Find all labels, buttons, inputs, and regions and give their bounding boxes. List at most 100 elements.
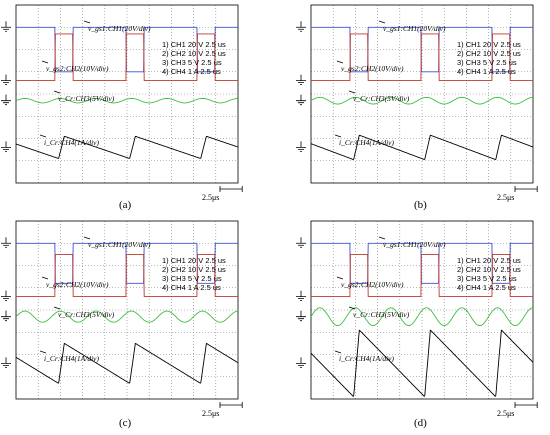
- annotation-arrow: [83, 20, 91, 24]
- annotation-arrow: [334, 350, 342, 354]
- ground-icon: [296, 74, 306, 86]
- ground-icon: [1, 21, 11, 32]
- ground-icon: [1, 74, 11, 86]
- channel-setting: 2) CH2 10 V 2.5 us: [457, 265, 521, 274]
- time-scale-marker: [219, 402, 243, 408]
- waveform-annotation: i_Cr:CH4(1A/div): [44, 354, 99, 363]
- waveform-ch3: [310, 307, 533, 327]
- annotation-arrow: [378, 20, 386, 24]
- time-scale-label: 2.5μs: [202, 193, 219, 202]
- annotation-arrow: [348, 306, 356, 310]
- panel-caption: (b): [414, 199, 427, 211]
- scope-frame: [310, 4, 534, 184]
- channel-setting: 3) CH3 5 V 2.5 us: [457, 58, 517, 67]
- ground-icon: [1, 310, 11, 322]
- ground-icon: [1, 290, 11, 302]
- annotation-arrow: [348, 90, 356, 94]
- waveform-ch1: [311, 26, 533, 73]
- panel-caption: (d): [414, 417, 427, 429]
- waveform-ch1: [16, 242, 238, 284]
- annotation-arrow: [378, 236, 386, 240]
- ground-icon: [1, 237, 11, 248]
- ground-markers: [1, 237, 11, 368]
- waveform-annotation: v_gs2:CH2(10V/div): [46, 64, 109, 73]
- panel-caption: (c): [119, 417, 132, 429]
- annotation-arrow: [334, 134, 342, 138]
- channel-setting: 4) CH4 1 A 2.5 us: [457, 67, 516, 76]
- channel-setting: 3) CH3 5 V 2.5 us: [457, 274, 517, 283]
- waveform-ch2: [311, 33, 533, 82]
- waveform-annotation: v_Cr:CH3(5V/div): [58, 94, 115, 103]
- waveform-ch3: [15, 98, 238, 104]
- waveform-annotation: i_Cr:CH4(1A/div): [44, 138, 99, 147]
- ground-icon: [1, 141, 11, 152]
- waveform-annotation: v_Cr:CH3(5V/div): [58, 310, 115, 319]
- waveform-ch4: [310, 134, 534, 160]
- waveform-ch2: [16, 253, 238, 298]
- time-scale-label: 2.5μs: [202, 409, 219, 418]
- waveform-annotation: i_Cr:CH4(1A/div): [339, 354, 394, 363]
- annotation-arrow: [39, 134, 47, 138]
- scope-panel: 1) CH1 20 V 2.5 us2) CH2 10 V 2.5 us3) C…: [1, 4, 243, 202]
- waveform-annotation: v_gs1:CH1(20V/div): [88, 240, 151, 249]
- waveform-ch2: [16, 33, 238, 82]
- annotation-arrow: [53, 90, 61, 94]
- channel-setting: 4) CH4 1 A 2.5 us: [162, 283, 221, 292]
- ground-icon: [1, 94, 11, 106]
- annotation-arrow: [336, 276, 344, 280]
- channel-setting: 4) CH4 1 A 2.5 us: [457, 283, 516, 292]
- waveform-annotation: v_gs1:CH1(20V/div): [88, 24, 151, 33]
- channel-setting: 1) CH1 20 V 2.5 us: [162, 40, 226, 49]
- time-scale-label: 2.5μs: [497, 409, 514, 418]
- ground-icon: [1, 357, 11, 368]
- panel-caption: (a): [119, 199, 132, 211]
- scope-panel: 1) CH1 20 V 2.5 us2) CH2 10 V 2.5 us3) C…: [296, 220, 538, 418]
- time-scale-marker: [219, 186, 243, 192]
- waveform-annotation: v_gs1:CH1(20V/div): [383, 240, 446, 249]
- channel-setting: 3) CH3 5 V 2.5 us: [162, 274, 222, 283]
- waveform-annotation: v_gs2:CH2(10V/div): [341, 64, 404, 73]
- waveform-ch1: [311, 242, 533, 284]
- annotation-arrow: [41, 276, 49, 280]
- channel-setting: 1) CH1 20 V 2.5 us: [162, 256, 226, 265]
- ground-icon: [296, 94, 306, 106]
- ground-icon: [296, 310, 306, 322]
- waveform-annotation: v_gs2:CH2(10V/div): [341, 280, 404, 289]
- ground-markers: [296, 21, 306, 152]
- waveform-ch4: [310, 329, 534, 397]
- ground-icon: [296, 357, 306, 368]
- channel-setting: 1) CH1 20 V 2.5 us: [457, 40, 521, 49]
- ground-icon: [296, 141, 306, 152]
- waveform-ch4: [15, 342, 239, 384]
- scope-panel: 1) CH1 20 V 2.5 us2) CH2 10 V 2.5 us3) C…: [296, 4, 538, 202]
- waveform-annotation: v_gs1:CH1(20V/div): [383, 24, 446, 33]
- waveform-ch2: [311, 253, 533, 298]
- channel-setting: 3) CH3 5 V 2.5 us: [162, 58, 222, 67]
- channel-setting: 1) CH1 20 V 2.5 us: [457, 256, 521, 265]
- scope-panel: 1) CH1 20 V 2.5 us2) CH2 10 V 2.5 us3) C…: [1, 220, 243, 418]
- annotation-arrow: [336, 60, 344, 64]
- channel-setting: 4) CH4 1 A 2.5 us: [162, 67, 221, 76]
- time-scale-label: 2.5μs: [497, 193, 514, 202]
- scope-frame: [15, 4, 239, 184]
- scope-frame: [310, 220, 534, 400]
- annotation-arrow: [53, 306, 61, 310]
- waveform-annotation: v_gs2:CH2(10V/div): [46, 280, 109, 289]
- time-scale-marker: [514, 402, 538, 408]
- ground-icon: [296, 237, 306, 248]
- ground-markers: [1, 21, 11, 152]
- annotation-arrow: [39, 350, 47, 354]
- waveform-annotation: v_Cr:CH3(5V/div): [353, 310, 410, 319]
- channel-setting: 2) CH2 10 V 2.5 us: [162, 49, 226, 58]
- channel-setting: 2) CH2 10 V 2.5 us: [162, 265, 226, 274]
- ground-icon: [296, 290, 306, 302]
- time-scale-marker: [514, 186, 538, 192]
- waveform-ch3: [15, 310, 238, 323]
- annotation-arrow: [83, 236, 91, 240]
- channel-setting: 2) CH2 10 V 2.5 us: [457, 49, 521, 58]
- waveform-annotation: v_Cr:CH3(5V/div): [353, 94, 410, 103]
- annotation-arrow: [41, 60, 49, 64]
- waveform-ch4: [15, 135, 239, 159]
- waveform-ch3: [310, 96, 534, 105]
